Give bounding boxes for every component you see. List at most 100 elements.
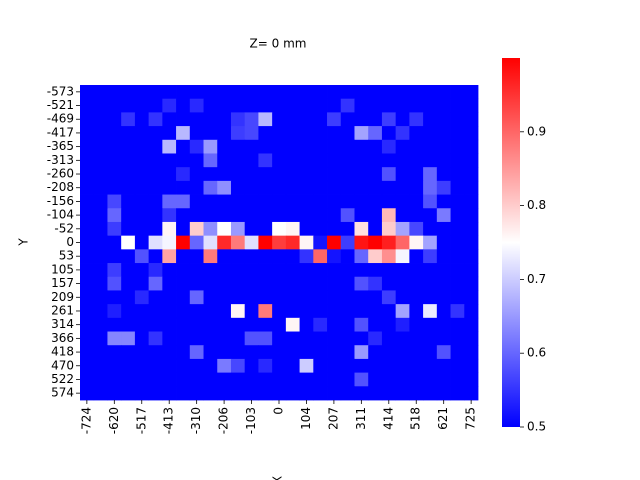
- heatmap-cell: [299, 358, 314, 374]
- heatmap-cell: [230, 235, 246, 250]
- heatmap-cell: [162, 153, 177, 168]
- heatmap-cell: [450, 85, 465, 100]
- heatmap-cell: [80, 304, 95, 319]
- heatmap-cell: [272, 372, 287, 387]
- heatmap-cell: [230, 304, 246, 319]
- heatmap-cell: [107, 221, 122, 237]
- heatmap-cell: [230, 85, 246, 100]
- heatmap-cell: [313, 304, 328, 319]
- heatmap-cell: [107, 331, 122, 346]
- heatmap-cell: [423, 126, 438, 141]
- heatmap-cell: [368, 276, 383, 291]
- heatmap-cell: [189, 208, 204, 223]
- heatmap-cell: [327, 194, 342, 209]
- heatmap-cell: [354, 180, 369, 195]
- heatmap-cell: [244, 276, 259, 291]
- heatmap-cell: [299, 317, 314, 332]
- heatmap-cell: [217, 290, 232, 305]
- heatmap-cell: [162, 180, 177, 195]
- heatmap-cell: [121, 290, 136, 305]
- heatmap-cell: [134, 112, 150, 127]
- heatmap-cell: [423, 139, 438, 154]
- heatmap-cell: [436, 167, 451, 182]
- heatmap-cell: [93, 304, 108, 319]
- heatmap-cell: [148, 276, 163, 291]
- y-tick-label: -469: [47, 112, 74, 126]
- heatmap-cell: [368, 139, 383, 154]
- heatmap-cell: [107, 317, 122, 332]
- heatmap-cell: [450, 112, 465, 127]
- x-tick-label: -103: [244, 407, 258, 434]
- heatmap-cell: [340, 372, 355, 387]
- heatmap-cell: [285, 345, 300, 360]
- heatmap-cell: [299, 194, 314, 209]
- heatmap-cell: [381, 235, 397, 250]
- x-axis-label: X: [271, 476, 285, 480]
- heatmap-cell: [395, 276, 410, 291]
- heatmap-cell: [203, 167, 218, 182]
- heatmap-cell: [285, 126, 300, 141]
- heatmap-cell: [313, 263, 328, 278]
- heatmap-cell: [217, 139, 232, 154]
- heatmap-cell: [217, 235, 232, 250]
- heatmap-cell: [436, 235, 451, 250]
- heatmap-cell: [217, 372, 232, 387]
- heatmap-cell: [450, 317, 465, 332]
- heatmap-cell: [381, 249, 397, 264]
- heatmap-cell: [423, 358, 438, 374]
- heatmap-cell: [121, 345, 136, 360]
- heatmap-cell: [80, 180, 95, 195]
- heatmap-cell: [313, 139, 328, 154]
- y-axis-label: Y: [17, 238, 31, 247]
- heatmap-cell: [148, 358, 163, 374]
- heatmap-cell: [340, 345, 355, 360]
- heatmap-cell: [381, 263, 397, 278]
- heatmap-cell: [464, 290, 479, 305]
- heatmap-cell: [395, 263, 410, 278]
- heatmap-cell: [450, 331, 465, 346]
- heatmap-cell: [230, 263, 246, 278]
- heatmap-cell: [148, 221, 163, 237]
- x-tick-label: -413: [162, 407, 176, 434]
- heatmap-cell: [285, 180, 300, 195]
- heatmap-cell: [395, 153, 410, 168]
- heatmap-cell: [176, 208, 191, 223]
- heatmap-cell: [409, 331, 424, 346]
- heatmap-cell: [93, 290, 108, 305]
- heatmap-cell: [121, 386, 136, 401]
- heatmap-cell: [258, 112, 273, 127]
- heatmap-cell: [176, 112, 191, 127]
- heatmap-cell: [121, 167, 136, 182]
- heatmap-cell: [409, 249, 424, 264]
- heatmap-cell: [368, 221, 383, 237]
- heatmap-cell: [258, 317, 273, 332]
- heatmap-cell: [80, 317, 95, 332]
- heatmap-cell: [409, 386, 424, 401]
- heatmap-cell: [313, 276, 328, 291]
- heatmap-cell: [134, 304, 150, 319]
- heatmap-cell: [327, 167, 342, 182]
- heatmap-cell: [313, 249, 328, 264]
- heatmap-cell: [162, 112, 177, 127]
- heatmap-cell: [395, 386, 410, 401]
- heatmap-cell: [107, 276, 122, 291]
- heatmap-cell: [244, 235, 259, 250]
- heatmap-cell: [80, 386, 95, 401]
- heatmap-cell: [134, 345, 150, 360]
- heatmap-cell: [327, 317, 342, 332]
- heatmap-cell: [368, 290, 383, 305]
- heatmap-cell: [230, 139, 246, 154]
- heatmap-cell: [121, 358, 136, 374]
- heatmap-cell: [464, 317, 479, 332]
- heatmap-cell: [285, 167, 300, 182]
- heatmap-cell: [121, 180, 136, 195]
- heatmap-cell: [121, 98, 136, 113]
- heatmap-cell: [395, 139, 410, 154]
- heatmap-cell: [80, 372, 95, 387]
- heatmap-cell: [436, 331, 451, 346]
- heatmap-cell: [381, 345, 397, 360]
- heatmap-cell: [340, 167, 355, 182]
- heatmap-cell: [272, 139, 287, 154]
- heatmap-cell: [176, 98, 191, 113]
- heatmap-cell: [93, 345, 108, 360]
